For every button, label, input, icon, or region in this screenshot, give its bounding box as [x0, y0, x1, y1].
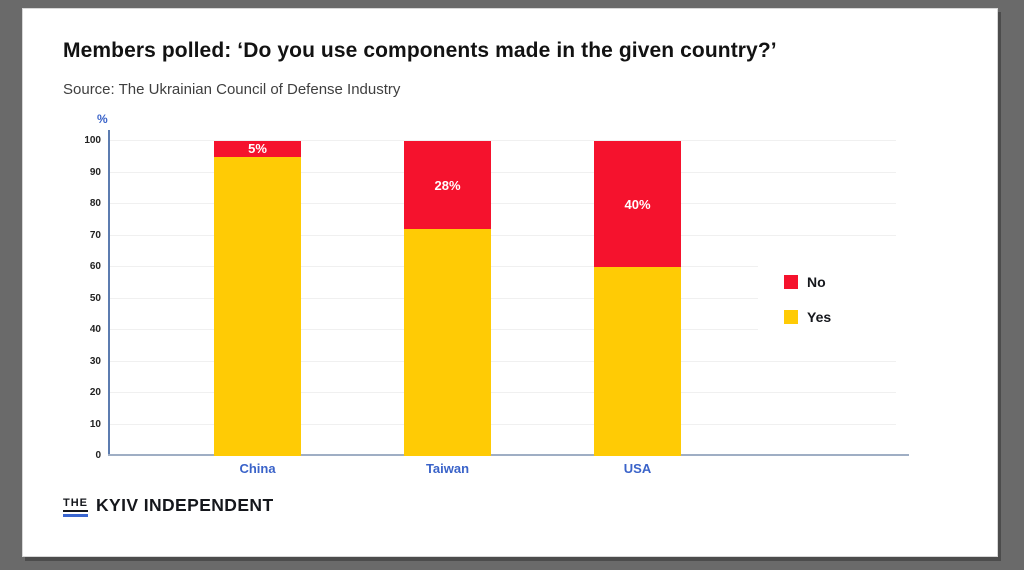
x-category-label-usa: USA — [623, 461, 652, 476]
bar-segment-no-taiwan: 28% — [404, 141, 491, 230]
y-tick-label: 100 — [84, 135, 101, 146]
x-category-label-taiwan: Taiwan — [425, 461, 470, 476]
bar-segment-yes-usa — [594, 267, 681, 456]
logo-the-underline: THE — [63, 493, 88, 517]
legend-swatch-yes — [784, 310, 798, 324]
bar-value-label: 40% — [624, 196, 651, 212]
gridline — [110, 329, 896, 330]
logo-name-text: KYIV INDEPENDENT — [96, 494, 274, 515]
bar-value-label: 5% — [248, 141, 267, 157]
y-tick-label: 10 — [89, 418, 101, 430]
gridline — [110, 203, 896, 204]
bar-segment-no-usa: 40% — [594, 141, 681, 267]
y-tick-label: 80 — [89, 198, 101, 209]
legend-swatch-no — [784, 275, 798, 289]
gridline — [110, 140, 896, 141]
logo-the-text: THE — [63, 497, 88, 512]
kyiv-independent-logo: THE KYIV INDEPENDENT — [63, 493, 274, 517]
y-tick-label: 50 — [89, 292, 101, 304]
y-tick-label: 90 — [89, 166, 101, 178]
gridline — [110, 423, 896, 425]
y-tick-label: 20 — [89, 387, 101, 398]
legend: No Yes — [758, 257, 908, 352]
chart-card: Members polled: ‘Do you use components m… — [22, 8, 998, 557]
bar-value-label: 28% — [434, 177, 461, 193]
y-tick-label: 30 — [89, 355, 101, 367]
legend-item-no: No — [784, 274, 908, 290]
gridline — [110, 234, 896, 236]
y-tick-label: 40 — [89, 324, 101, 335]
gridline — [110, 297, 896, 299]
legend-label-yes: Yes — [807, 309, 832, 325]
bar-segment-yes-china — [214, 156, 301, 456]
gridline — [110, 171, 896, 173]
y-tick-label: 60 — [89, 261, 101, 272]
plot-area: % 0 10 20 30 40 50 60 70 80 90 100 5% China 28% Taiwan… — [23, 9, 999, 558]
legend-item-yes: Yes — [784, 309, 908, 325]
source-line: Source: The Ukrainian Council of Defense… — [63, 81, 401, 98]
y-tick-label: 0 — [95, 450, 101, 461]
bar-segment-yes-taiwan — [404, 229, 491, 456]
gridline — [110, 392, 896, 393]
y-axis-unit-label: % — [97, 112, 108, 126]
legend-label-no: No — [807, 274, 826, 290]
x-axis-line — [108, 454, 909, 456]
y-axis-line — [108, 130, 110, 456]
chart-title: Members polled: ‘Do you use components m… — [63, 39, 777, 62]
gridline — [110, 360, 896, 362]
y-tick-label: 70 — [89, 229, 101, 241]
gridline — [110, 266, 896, 267]
x-category-label-china: China — [239, 461, 276, 476]
bar-segment-no-china: 5% — [214, 141, 301, 157]
